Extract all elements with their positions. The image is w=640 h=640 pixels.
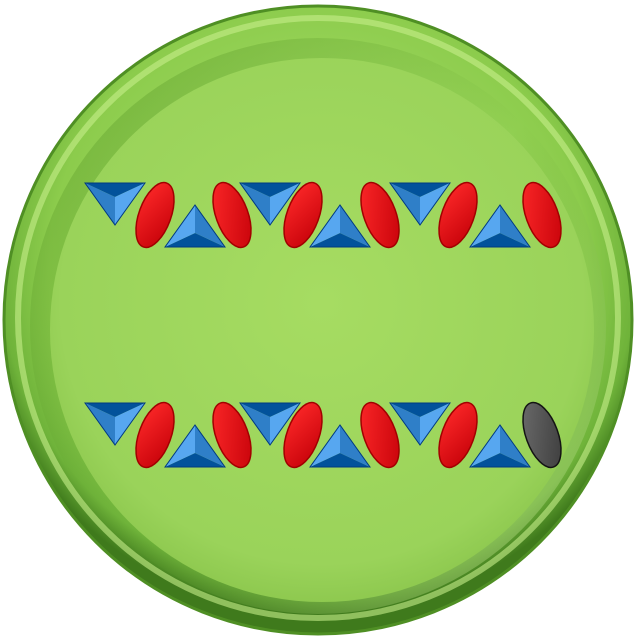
triangle-marker — [469, 204, 531, 248]
top-row — [84, 181, 562, 249]
triangle-marker — [239, 182, 301, 226]
red-oval-marker — [438, 401, 478, 469]
red-oval-marker — [438, 181, 478, 249]
triangle-marker — [389, 402, 451, 446]
bottom-row — [84, 401, 562, 469]
red-oval-marker — [360, 181, 400, 249]
red-oval-marker — [283, 181, 323, 249]
red-oval-marker — [212, 401, 252, 469]
dish-floor — [50, 58, 594, 602]
chromosome-rows — [84, 181, 562, 469]
petri-dish — [2, 4, 634, 636]
red-oval-marker — [135, 401, 175, 469]
triangle-marker — [309, 204, 371, 248]
red-oval-marker — [135, 181, 175, 249]
triangle-marker — [164, 424, 226, 468]
triangle-marker — [164, 204, 226, 248]
triangle-marker — [84, 182, 146, 226]
triangle-marker — [469, 424, 531, 468]
red-oval-marker — [522, 181, 562, 249]
gray-oval-marker — [522, 401, 562, 469]
red-oval-marker — [360, 401, 400, 469]
triangle-marker — [389, 182, 451, 226]
red-oval-marker — [283, 401, 323, 469]
triangle-marker — [84, 402, 146, 446]
dish-rim-highlight — [15, 15, 621, 621]
triangle-marker — [239, 402, 301, 446]
red-oval-marker — [212, 181, 252, 249]
triangle-marker — [309, 424, 371, 468]
